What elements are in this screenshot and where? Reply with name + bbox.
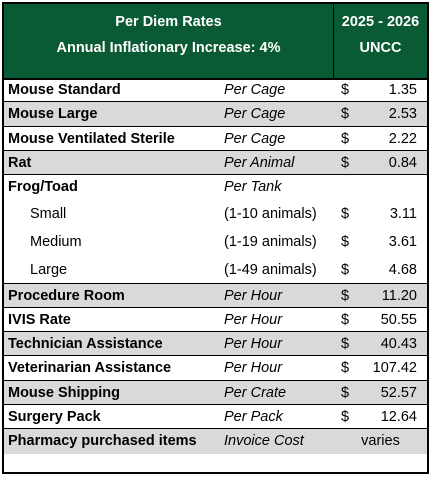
unit: Per Crate (224, 384, 287, 401)
currency: $ (341, 82, 350, 98)
item-name: Veterinarian Assistance (8, 360, 172, 377)
unit: Per Cage (224, 130, 286, 147)
subtitle: Annual Inflationary Increase: 4% (56, 40, 281, 56)
price: 3.61 (388, 233, 417, 250)
item-name: Mouse Shipping (8, 384, 120, 401)
price: 2.22 (388, 130, 417, 147)
currency: $ (341, 205, 350, 222)
currency: $ (341, 360, 350, 377)
unit: Per Pack (224, 409, 283, 425)
unit: (1-10 animals) (224, 205, 317, 222)
item-name: Technician Assistance (8, 336, 163, 353)
unit: Per Cage (224, 106, 286, 123)
unit: Per Cage (224, 82, 286, 98)
institution: UNCC (359, 40, 402, 56)
item-name: Rat (8, 154, 32, 171)
item-name: Procedure Room (8, 287, 125, 304)
item-name: IVIS Rate (8, 311, 71, 328)
currency: $ (341, 287, 350, 304)
unit: Per Animal (224, 154, 295, 171)
item-name: Mouse Ventilated Sterile (8, 130, 175, 147)
price: 52.57 (380, 384, 417, 401)
rate-row: Mouse Standard Per Cage $1.35 (4, 78, 427, 103)
price: 3.11 (389, 205, 417, 222)
price: 40.43 (380, 336, 417, 353)
rate-row: Veterinarian Assistance Per Hour $107.42 (4, 356, 427, 381)
currency: $ (341, 233, 350, 250)
rate-table: Per Diem Rates Annual Inflationary Incre… (2, 2, 429, 474)
title: Per Diem Rates (115, 14, 222, 30)
unit: (1-49 animals) (224, 261, 317, 278)
rate-row: Mouse Shipping Per Crate $52.57 (4, 380, 427, 405)
sub-row: Medium (1-19 animals) $3.61 (4, 228, 427, 256)
price: 2.53 (388, 106, 417, 123)
item-name: Mouse Standard (8, 82, 121, 98)
unit: Invoice Cost (224, 433, 304, 450)
item-name: Mouse Large (8, 106, 98, 123)
item-name: Large (30, 261, 68, 278)
table-header: Per Diem Rates Annual Inflationary Incre… (4, 4, 427, 80)
currency: $ (341, 130, 350, 147)
rate-row: Pharmacy purchased items Invoice Cost vari… (4, 429, 427, 454)
rate-row: Surgery Pack Per Pack $12.64 (4, 405, 427, 430)
rate-row: Technician Assistance Per Hour $40.43 (4, 332, 427, 357)
unit: (1-19 animals) (224, 233, 317, 250)
unit: Per Hour (224, 311, 283, 328)
unit: Per Hour (224, 336, 283, 353)
currency: $ (341, 409, 350, 425)
rate-row: IVIS Rate Per Hour $50.55 (4, 308, 427, 333)
price: 0.84 (388, 154, 417, 171)
header-divider (333, 4, 334, 78)
item-name: Small (30, 205, 67, 222)
sub-row: Large (1-49 animals) $4.68 (4, 256, 427, 284)
currency: $ (341, 311, 350, 328)
unit: Per Hour (224, 287, 283, 304)
item-name: Surgery Pack (8, 409, 101, 425)
currency: $ (341, 384, 350, 401)
item-name: Pharmacy purchased items (8, 433, 197, 450)
rate-row: Rat Per Animal $0.84 (4, 150, 427, 176)
price: 11.20 (381, 287, 417, 304)
rate-row: Mouse Ventilated Sterile Per Cage $2.22 (4, 127, 427, 151)
period: 2025 - 2026 (341, 14, 420, 30)
price: 12.64 (380, 409, 417, 425)
price: 50.55 (380, 311, 417, 328)
price: 4.68 (388, 261, 417, 278)
currency: $ (341, 261, 350, 278)
price: 1.35 (388, 82, 417, 98)
price: 107.42 (372, 360, 417, 377)
item-name: Medium (30, 233, 82, 250)
unit: Per Tank (224, 179, 282, 196)
currency: $ (341, 106, 350, 123)
rate-row: Procedure Room Per Hour $11.20 (4, 283, 427, 308)
currency: $ (341, 154, 350, 171)
price: varies (361, 433, 400, 450)
rate-row: Mouse Large Per Cage $2.53 (4, 102, 427, 127)
item-name: Frog/Toad (8, 179, 78, 196)
currency: $ (341, 336, 350, 353)
unit: Per Hour (224, 360, 283, 377)
rate-row: Frog/Toad Per Tank (4, 175, 427, 199)
sub-row: Small (1-10 animals) $3.11 (4, 200, 427, 228)
